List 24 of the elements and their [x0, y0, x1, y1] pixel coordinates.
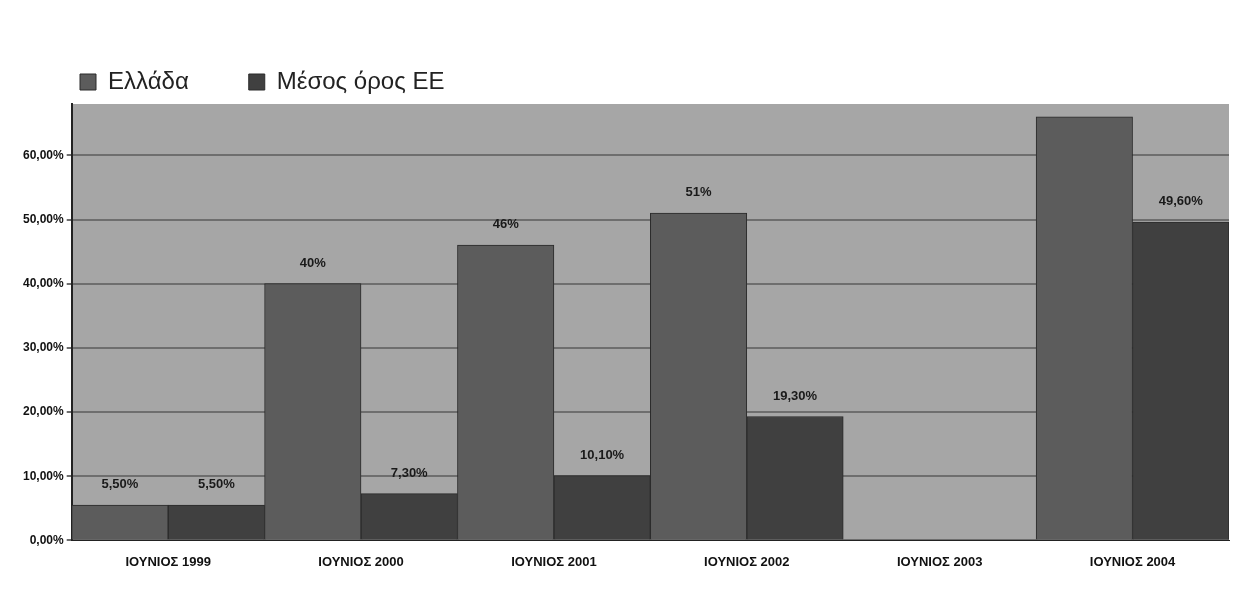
y-tick-label: 60,00%	[23, 147, 65, 162]
x-tick-label: ΙΟΥΝΙΟΣ 2003	[896, 553, 983, 569]
legend-label: Μέσος όρος ΕΕ	[276, 66, 445, 94]
y-tick-label: 40,00%	[23, 276, 65, 291]
y-tick-label: 30,00%	[23, 340, 65, 355]
data-label: 10,10%	[580, 446, 625, 462]
x-tick-label: ΙΟΥΝΙΟΣ 2002	[704, 553, 790, 569]
y-tick-label: 0,00%	[29, 532, 65, 547]
data-label: 19,30%	[772, 387, 818, 403]
data-label: 7,30%	[390, 464, 429, 480]
x-tick-label: ΙΟΥΝΙΟΣ 1999	[125, 553, 211, 569]
data-label: 49,60%	[1158, 193, 1204, 209]
data-label: 51%	[685, 184, 713, 200]
data-label: 46%	[492, 216, 520, 232]
x-tick-label: ΙΟΥΝΙΟΣ 2004	[1089, 553, 1177, 569]
data-label: 5,50%	[101, 476, 139, 492]
y-tick-label: 50,00%	[23, 211, 65, 226]
legend-label: Ελλάδα	[108, 66, 189, 94]
x-tick-label: ΙΟΥΝΙΟΣ 2001	[511, 553, 597, 569]
x-tick-label: ΙΟΥΝΙΟΣ 2000	[318, 553, 404, 569]
y-tick-label: 20,00%	[23, 404, 65, 419]
data-label: 5,50%	[197, 476, 236, 492]
y-tick-label: 10,00%	[23, 468, 65, 483]
data-label: 40%	[299, 254, 327, 270]
